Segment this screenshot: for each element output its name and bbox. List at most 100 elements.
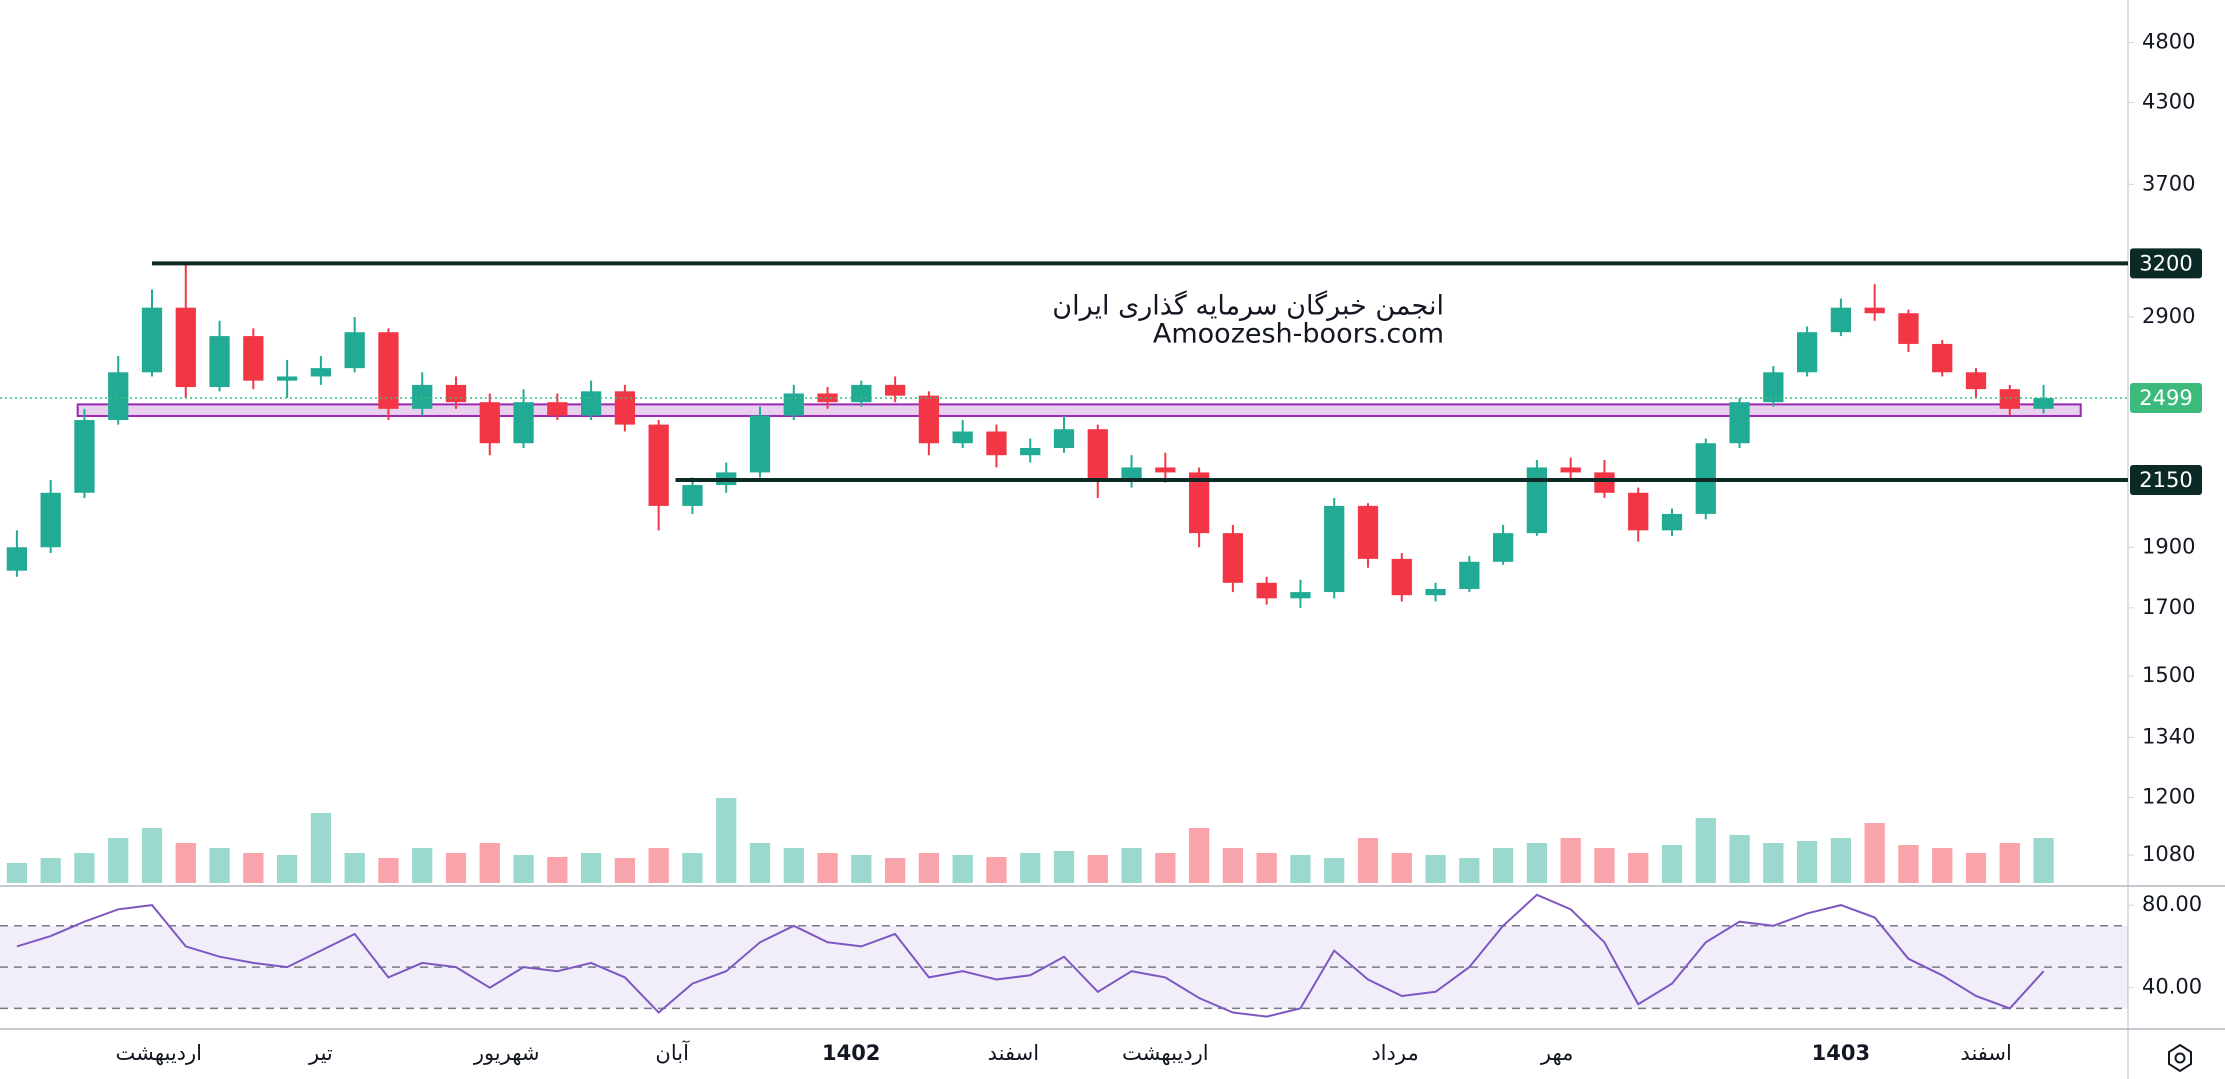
volume-bar xyxy=(276,855,298,883)
candle-body xyxy=(513,402,534,444)
candle-body xyxy=(40,492,61,548)
x-tick-label: 1403 xyxy=(1812,1041,1870,1065)
candle-body xyxy=(1965,372,1987,390)
volume-bar xyxy=(783,848,804,883)
volume-bar xyxy=(580,853,602,883)
candle-body xyxy=(74,420,95,493)
candle-body xyxy=(1222,533,1244,583)
volume-bar xyxy=(1763,843,1784,883)
y-tick-label: 1700 xyxy=(2142,595,2195,619)
volume-bar xyxy=(986,857,1007,883)
volume-bar xyxy=(1256,853,1277,883)
candle-body xyxy=(547,402,568,416)
candle-body xyxy=(243,336,264,381)
y-tick-label: 4300 xyxy=(2142,89,2195,113)
volume-bar xyxy=(1222,848,1244,883)
candle-body xyxy=(783,393,804,416)
level-label: 3200 xyxy=(2139,251,2192,275)
candle-body xyxy=(1020,447,1041,456)
volume-bar xyxy=(1020,853,1041,883)
candle-body xyxy=(276,376,298,381)
volume-bar xyxy=(614,858,636,883)
volume-bar xyxy=(209,848,230,883)
candle-body xyxy=(445,384,467,403)
candle-body xyxy=(580,391,602,416)
volume-bar xyxy=(682,853,703,883)
y-tick-label: 1500 xyxy=(2142,663,2195,687)
volume-bar xyxy=(74,853,95,883)
volume-bar xyxy=(310,813,332,883)
candle-body xyxy=(1324,505,1345,593)
candle-body xyxy=(1526,467,1548,534)
y-tick-label: 1900 xyxy=(2142,534,2195,558)
volume-bar xyxy=(378,858,399,883)
volume-bar xyxy=(648,848,669,883)
volume-bar xyxy=(40,858,61,883)
volume-bar xyxy=(884,858,906,883)
x-tick-label: اردیبهشت xyxy=(115,1041,202,1065)
volume-bar xyxy=(716,798,737,883)
candle-body xyxy=(986,431,1007,456)
volume-bar xyxy=(952,855,973,883)
settings-icon[interactable] xyxy=(2168,1043,2192,1073)
volume-bar xyxy=(6,863,28,883)
rsi-tick-label: 80.00 xyxy=(2142,892,2202,916)
volume-bar xyxy=(1459,858,1480,883)
y-tick-label: 1200 xyxy=(2142,785,2195,809)
candle-body xyxy=(1492,533,1514,562)
candle-body xyxy=(1357,505,1379,559)
x-tick-label: اردیبهشت xyxy=(1122,1041,1209,1065)
candle-body xyxy=(1864,307,1885,314)
volume-bar xyxy=(1594,848,1615,883)
candle-body xyxy=(1729,402,1750,444)
x-tick-label: اسفند xyxy=(1960,1041,2011,1065)
candle-body xyxy=(952,431,973,444)
candle-body xyxy=(479,402,500,444)
volume-bar xyxy=(1695,818,1716,883)
y-tick-label: 1340 xyxy=(2142,724,2195,748)
candle-body xyxy=(1121,467,1142,480)
settings-hexagon[interactable] xyxy=(2168,1043,2192,1073)
watermark-url: Amoozesh-boors.com xyxy=(1153,319,1444,350)
x-tick-label: آبان xyxy=(655,1040,690,1065)
volume-bar xyxy=(1526,843,1548,883)
candle-body xyxy=(614,391,636,425)
volume-bar xyxy=(1560,838,1581,883)
candle-body xyxy=(1661,513,1683,531)
candle-body xyxy=(1087,429,1108,480)
last-price-label: 2499 xyxy=(2139,386,2192,410)
candle-body xyxy=(1053,429,1075,448)
volume-bar xyxy=(1492,848,1514,883)
candle-body xyxy=(884,384,906,396)
watermark-title: انجمن خبرگان سرمایه گذاری ایران xyxy=(1052,290,1444,322)
candle-body xyxy=(851,384,872,403)
volume-bar xyxy=(1830,838,1852,883)
candle-body xyxy=(1796,332,1818,373)
candle-body xyxy=(1425,588,1446,596)
volume-bar xyxy=(817,853,838,883)
candle-body xyxy=(1256,582,1277,599)
y-tick-label: 3700 xyxy=(2142,171,2195,195)
candle-body xyxy=(6,547,28,571)
volume-bar xyxy=(1121,848,1142,883)
candle-body xyxy=(1391,558,1412,596)
candle-body xyxy=(1628,492,1649,531)
volume-bar xyxy=(479,843,500,883)
volume-bar xyxy=(1357,838,1379,883)
candle-body xyxy=(108,372,129,421)
volume-bar xyxy=(2033,838,2054,883)
candle-body xyxy=(412,384,433,409)
volume-bar xyxy=(1425,855,1446,883)
x-tick-label: 1402 xyxy=(822,1041,880,1065)
volume-bar xyxy=(1053,851,1075,883)
candle-body xyxy=(209,336,230,388)
candle-body xyxy=(918,395,940,444)
candle-body xyxy=(175,307,196,388)
candle-body xyxy=(1830,307,1852,333)
volume-bar xyxy=(1188,828,1210,883)
candle-body xyxy=(648,424,669,506)
settings-center[interactable] xyxy=(2174,1052,2186,1064)
